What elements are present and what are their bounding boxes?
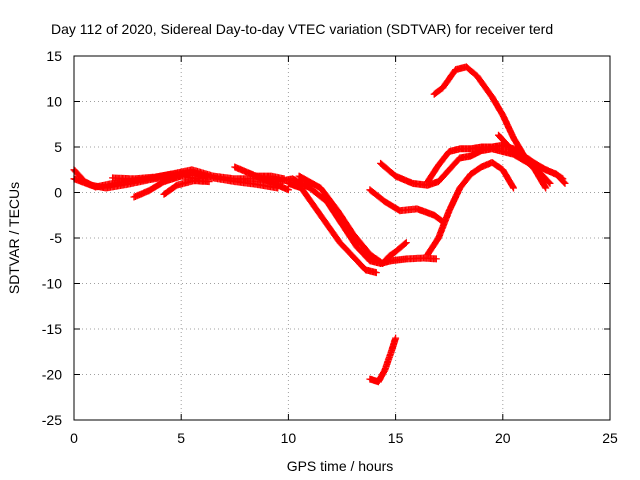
x-tick-label: 25: [602, 430, 618, 446]
y-tick-label: 0: [54, 185, 62, 201]
y-tick-label: -15: [42, 321, 62, 337]
y-axis-title: SDTVAR / TECUs: [6, 182, 22, 294]
x-tick-label: 5: [177, 430, 185, 446]
y-tick-label: -10: [42, 276, 62, 292]
x-tick-label: 20: [495, 430, 511, 446]
series-track-4: [130, 172, 202, 201]
x-axis-title: GPS time / hours: [287, 458, 394, 474]
x-tick-label: 0: [70, 430, 78, 446]
y-tick-label: -20: [42, 367, 62, 383]
plus-markers: [284, 179, 380, 277]
plus-markers: [109, 169, 211, 183]
series-track-12: [366, 186, 447, 226]
x-axis: 0 5 10 15 20 25: [70, 56, 618, 446]
x-tick-label: 10: [281, 430, 297, 446]
series-track-5: [160, 177, 213, 198]
series-track-9: [295, 172, 410, 267]
grid: [74, 56, 610, 420]
y-tick-label: -25: [42, 412, 62, 428]
series-track-16: [495, 131, 554, 187]
plus-markers: [366, 186, 447, 226]
plus-markers: [495, 131, 554, 187]
y-tick-label: 5: [54, 139, 62, 155]
plus-markers: [366, 334, 400, 386]
plus-markers: [295, 172, 410, 267]
y-tick-label: 15: [46, 48, 62, 64]
series-track-8: [284, 179, 380, 277]
plus-markers: [252, 172, 288, 183]
plus-markers: [424, 159, 517, 258]
series-track-3: [109, 169, 211, 183]
plus-markers: [130, 172, 202, 201]
y-tick-label: -5: [50, 230, 63, 246]
x-tick-label: 15: [388, 430, 404, 446]
series-track-7: [252, 172, 288, 183]
chart-title: Day 112 of 2020, Sidereal Day-to-day VTE…: [51, 21, 553, 37]
plus-markers: [160, 177, 213, 198]
y-tick-label: 10: [46, 94, 62, 110]
series-track-10: [366, 334, 400, 386]
y-axis: -25 -20 -15 -10 -5 0 5 10 15: [42, 48, 610, 428]
series-track-13: [424, 159, 517, 258]
data-series: [70, 63, 569, 386]
